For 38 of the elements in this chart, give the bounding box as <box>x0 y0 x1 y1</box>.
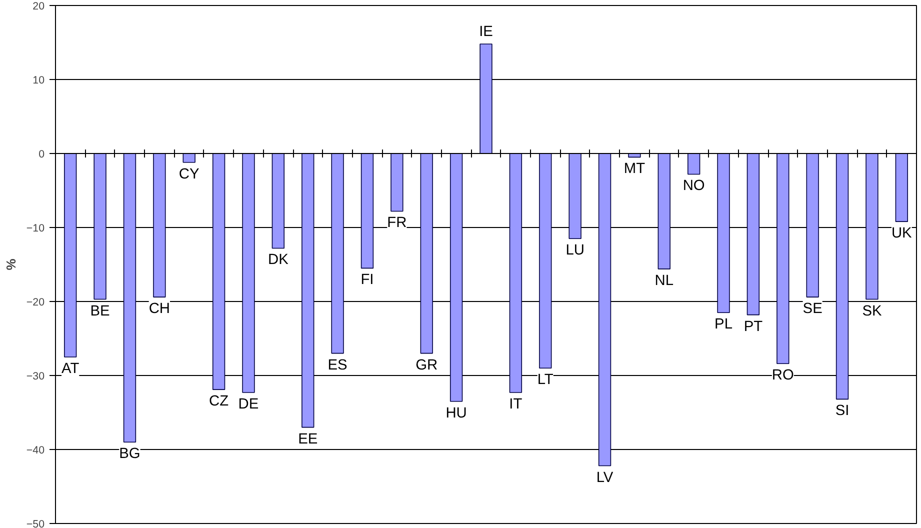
x-tick-label: CY <box>178 166 200 182</box>
x-tick-label: FI <box>360 272 374 288</box>
x-tick-label: LV <box>596 470 614 486</box>
x-tick-label: SE <box>802 301 823 318</box>
x-tick-label: BG <box>119 446 140 462</box>
y-tick-label: 20 <box>32 0 45 12</box>
x-tick-label: BE <box>90 303 110 320</box>
x-tick-label: UK <box>891 226 912 242</box>
y-tick-label: −20 <box>26 296 45 308</box>
x-tick-label: FR <box>387 215 407 232</box>
x-tick-label: CH <box>148 301 170 318</box>
x-tick-label: NL <box>654 272 674 289</box>
x-tick-label: RO <box>772 368 794 384</box>
y-tick-label: −40 <box>26 444 45 456</box>
x-tick-label: AT <box>62 361 80 377</box>
x-tick-label: SK <box>862 303 882 320</box>
x-tick-label: HU <box>446 405 467 422</box>
x-tick-label: MT <box>624 161 646 178</box>
x-tick-label: DE <box>238 396 259 413</box>
x-tick-label: IE <box>479 24 494 40</box>
x-tick-label: CZ <box>209 394 229 410</box>
x-tick-label: GR <box>416 357 438 374</box>
y-tick-label: −30 <box>26 370 45 382</box>
x-tick-label: EE <box>298 431 318 448</box>
x-tick-label: LT <box>537 372 554 388</box>
x-tick-label: SI <box>835 403 850 420</box>
y-tick-label: 0 <box>38 148 45 160</box>
x-tick-label: DK <box>268 252 289 268</box>
x-tick-label: LU <box>566 242 584 259</box>
x-tick-label: PT <box>744 318 763 335</box>
y-axis-title: % <box>3 258 18 270</box>
y-tick-label: −50 <box>26 518 45 528</box>
x-tick-label: PL <box>714 316 732 333</box>
y-tick-label: −10 <box>26 222 45 234</box>
x-tick-label: IT <box>509 396 522 413</box>
y-tick-label: 10 <box>32 74 45 86</box>
x-tick-label: ES <box>328 357 348 374</box>
x-tick-label: NO <box>682 178 705 194</box>
